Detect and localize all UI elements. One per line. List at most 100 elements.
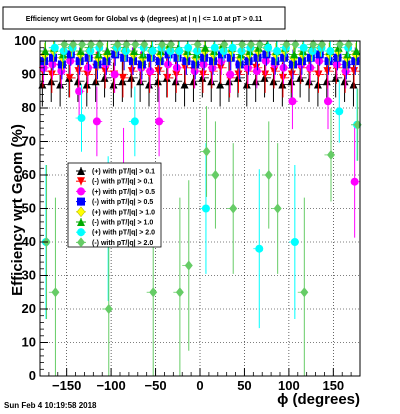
data-point [252, 67, 261, 76]
data-point [109, 80, 118, 89]
data-point [59, 47, 68, 56]
legend-marker [77, 177, 85, 186]
data-point [145, 80, 154, 89]
data-point [289, 60, 298, 69]
data-point [315, 57, 324, 66]
legend-entry: (+) with pT/|q| > 2.0 [76, 228, 155, 237]
data-point [201, 204, 210, 213]
data-point [184, 43, 193, 52]
data-point [208, 63, 217, 72]
data-point [200, 53, 209, 62]
data-point [69, 39, 78, 50]
data-point [102, 57, 111, 66]
y-tick-label: 90 [22, 67, 36, 82]
data-point [139, 50, 148, 59]
data-point [326, 47, 335, 56]
data-point [104, 304, 113, 314]
data-point [335, 107, 344, 116]
x-tick-label: 150 [322, 378, 344, 393]
data-point [308, 47, 317, 56]
data-point [349, 80, 358, 89]
data-point [219, 47, 228, 56]
data-point [326, 149, 335, 160]
data-point [136, 77, 145, 86]
legend-marker [77, 237, 85, 248]
x-tick-label: −150 [52, 378, 81, 393]
data-point [246, 39, 255, 50]
legend-entry: (+) with pT/|q| > 0.1 [76, 167, 155, 176]
data-point [261, 70, 270, 79]
y-tick-label: 40 [22, 234, 36, 249]
legend-label: (-) with pT/|q| > 0.1 [92, 179, 153, 186]
data-point [238, 39, 247, 50]
footer-timestamp: Sun Feb 4 10:19:58 2018 [4, 401, 97, 410]
data-point [207, 77, 216, 86]
data-point [175, 47, 184, 56]
data-point [111, 50, 120, 59]
data-point [74, 67, 83, 76]
data-point [83, 70, 92, 79]
y-tick-label: 30 [22, 268, 36, 283]
data-point [331, 73, 340, 82]
data-point [73, 77, 82, 86]
data-point [47, 70, 56, 79]
data-point [235, 60, 244, 69]
data-point [288, 97, 297, 106]
data-point [202, 146, 211, 157]
data-point [342, 60, 351, 69]
data-point [180, 80, 189, 89]
data-point [314, 70, 323, 79]
data-point [148, 47, 157, 56]
legend-marker [77, 167, 85, 175]
data-point [261, 57, 270, 66]
legend-label: (-) with pT/|q| > 0.5 [92, 199, 153, 206]
y-tick-label: 10 [22, 335, 36, 350]
data-point [323, 97, 332, 106]
data-point [305, 77, 314, 86]
data-point [264, 170, 273, 180]
data-point [78, 39, 87, 50]
data-point [278, 73, 287, 82]
data-point [41, 47, 50, 56]
data-point [350, 177, 359, 186]
data-point [318, 39, 327, 50]
data-point [50, 43, 59, 52]
data-point [306, 53, 315, 62]
data-point [83, 63, 92, 72]
y-tick-label: 0 [29, 368, 36, 383]
data-point [343, 50, 352, 59]
data-point [234, 70, 243, 79]
data-point [332, 60, 341, 69]
data-point [84, 53, 93, 62]
x-tick-label: −50 [145, 378, 167, 393]
data-point [333, 53, 342, 62]
tick-layer: −150 −100 −50 0 50 100 150 0 10 20 30 40 50 60 70 80 90 1… [14, 33, 352, 393]
data-point [163, 60, 172, 69]
data-point [210, 43, 219, 52]
data-point [350, 67, 359, 76]
data-point [86, 47, 95, 56]
data-point [57, 67, 66, 76]
legend-marker [77, 197, 85, 206]
data-point [121, 47, 130, 56]
data-point [131, 39, 140, 50]
data-point [166, 47, 175, 56]
data-point [51, 287, 60, 298]
data-point [190, 67, 199, 76]
legend-marker [76, 206, 86, 218]
data-point [279, 63, 288, 72]
data-point [216, 80, 225, 89]
data-point [198, 73, 207, 82]
legend-label: (-) with pT/|q| > 1.0 [92, 220, 153, 227]
data-point [120, 53, 129, 62]
data-point [66, 50, 75, 59]
data-point [163, 73, 172, 82]
data-point [130, 47, 139, 56]
data-point [300, 287, 309, 298]
data-point [137, 60, 146, 69]
x-tick-label: 50 [237, 378, 251, 393]
data-point [86, 39, 95, 50]
data-point [262, 50, 271, 59]
data-point [189, 77, 198, 86]
data-point [191, 60, 200, 69]
